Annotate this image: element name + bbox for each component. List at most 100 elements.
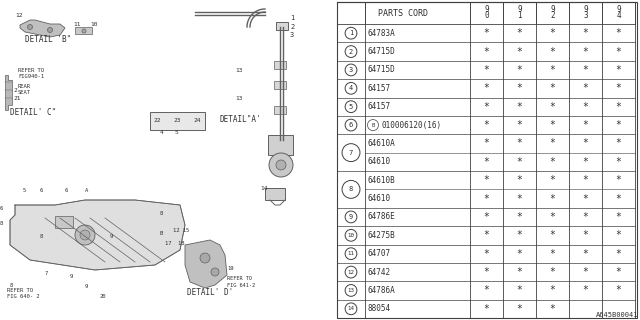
Text: *: * bbox=[516, 194, 522, 204]
Text: FIG 640- 2: FIG 640- 2 bbox=[7, 294, 40, 299]
Text: 14: 14 bbox=[260, 186, 268, 191]
Text: 17  18: 17 18 bbox=[165, 241, 184, 246]
Text: *: * bbox=[516, 83, 522, 93]
Text: 8: 8 bbox=[10, 283, 13, 288]
Text: 88054: 88054 bbox=[368, 304, 391, 313]
FancyBboxPatch shape bbox=[276, 22, 288, 30]
Text: *: * bbox=[550, 102, 556, 112]
Text: 20: 20 bbox=[100, 294, 106, 299]
Text: *: * bbox=[550, 304, 556, 314]
Text: *: * bbox=[484, 230, 490, 240]
Text: 13: 13 bbox=[235, 96, 243, 101]
Text: 9: 9 bbox=[583, 5, 588, 14]
Text: 64275B: 64275B bbox=[368, 231, 396, 240]
Text: *: * bbox=[582, 28, 588, 38]
Text: DETAIL"A': DETAIL"A' bbox=[220, 116, 262, 124]
Circle shape bbox=[200, 253, 210, 263]
Circle shape bbox=[345, 83, 357, 94]
Text: *: * bbox=[516, 285, 522, 295]
Text: REFER TO: REFER TO bbox=[227, 276, 252, 281]
Text: 22: 22 bbox=[153, 118, 161, 124]
Text: A645B00041: A645B00041 bbox=[595, 312, 638, 318]
Text: A: A bbox=[85, 188, 88, 193]
Text: *: * bbox=[616, 285, 621, 295]
Text: 3: 3 bbox=[349, 67, 353, 73]
Text: 1: 1 bbox=[349, 30, 353, 36]
Text: REAR: REAR bbox=[18, 84, 31, 89]
Circle shape bbox=[345, 284, 357, 296]
Polygon shape bbox=[185, 240, 227, 288]
Text: *: * bbox=[516, 249, 522, 259]
Circle shape bbox=[345, 101, 357, 113]
Text: *: * bbox=[582, 65, 588, 75]
Text: *: * bbox=[550, 230, 556, 240]
Text: 5: 5 bbox=[175, 130, 179, 135]
Text: PARTS CORD: PARTS CORD bbox=[378, 9, 429, 18]
Text: 8: 8 bbox=[349, 186, 353, 192]
Text: 5: 5 bbox=[349, 104, 353, 110]
Text: 13: 13 bbox=[348, 288, 355, 293]
Circle shape bbox=[342, 180, 360, 198]
Text: *: * bbox=[616, 102, 621, 112]
Text: 64715D: 64715D bbox=[368, 47, 396, 56]
Text: *: * bbox=[484, 47, 490, 57]
Text: *: * bbox=[616, 194, 621, 204]
Circle shape bbox=[345, 211, 357, 223]
Text: 64707: 64707 bbox=[368, 249, 391, 258]
Text: *: * bbox=[550, 28, 556, 38]
Text: *: * bbox=[516, 139, 522, 148]
Text: 14: 14 bbox=[348, 306, 355, 311]
Text: DETAIL' C": DETAIL' C" bbox=[10, 108, 56, 117]
Text: 11: 11 bbox=[348, 251, 355, 256]
FancyBboxPatch shape bbox=[274, 61, 286, 69]
Circle shape bbox=[28, 25, 33, 29]
Text: *: * bbox=[550, 194, 556, 204]
Text: 64742: 64742 bbox=[368, 268, 391, 276]
Text: 12: 12 bbox=[348, 269, 355, 275]
Circle shape bbox=[345, 266, 357, 278]
Circle shape bbox=[276, 160, 286, 170]
Text: *: * bbox=[550, 249, 556, 259]
Text: 6: 6 bbox=[349, 122, 353, 128]
Text: *: * bbox=[582, 249, 588, 259]
Text: 64610B: 64610B bbox=[368, 176, 396, 185]
Text: 2: 2 bbox=[550, 12, 555, 20]
FancyBboxPatch shape bbox=[0, 0, 335, 320]
Text: *: * bbox=[550, 212, 556, 222]
Text: 64786A: 64786A bbox=[368, 286, 396, 295]
Text: *: * bbox=[516, 267, 522, 277]
Text: *: * bbox=[616, 249, 621, 259]
Text: *: * bbox=[484, 212, 490, 222]
FancyBboxPatch shape bbox=[274, 81, 286, 89]
FancyBboxPatch shape bbox=[150, 112, 205, 130]
Text: 9: 9 bbox=[550, 5, 555, 14]
Text: 64610A: 64610A bbox=[368, 139, 396, 148]
Text: *: * bbox=[582, 139, 588, 148]
Polygon shape bbox=[75, 27, 92, 34]
Circle shape bbox=[345, 27, 357, 39]
Text: 4: 4 bbox=[349, 85, 353, 91]
Text: 6: 6 bbox=[0, 206, 3, 211]
Text: *: * bbox=[516, 102, 522, 112]
Text: SEAT: SEAT bbox=[18, 90, 31, 95]
Text: *: * bbox=[616, 212, 621, 222]
FancyBboxPatch shape bbox=[337, 2, 637, 318]
Text: *: * bbox=[582, 102, 588, 112]
Text: *: * bbox=[616, 267, 621, 277]
Text: 9: 9 bbox=[349, 214, 353, 220]
Text: 19: 19 bbox=[227, 266, 234, 271]
Text: *: * bbox=[616, 28, 621, 38]
Circle shape bbox=[345, 64, 357, 76]
Text: *: * bbox=[484, 267, 490, 277]
Text: 010006120(16): 010006120(16) bbox=[381, 121, 441, 130]
Circle shape bbox=[342, 144, 360, 162]
Text: 2: 2 bbox=[13, 88, 17, 93]
Text: *: * bbox=[616, 65, 621, 75]
Text: 8: 8 bbox=[0, 221, 3, 226]
Text: B: B bbox=[160, 231, 163, 236]
Text: *: * bbox=[550, 267, 556, 277]
Text: *: * bbox=[484, 102, 490, 112]
Circle shape bbox=[47, 28, 52, 33]
Text: *: * bbox=[516, 120, 522, 130]
Text: 9: 9 bbox=[70, 274, 73, 279]
